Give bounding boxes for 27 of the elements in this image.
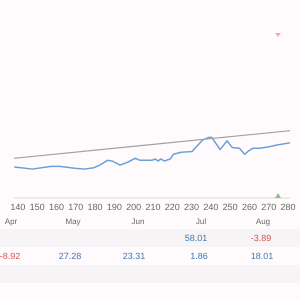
text: Jun	[132, 217, 144, 226]
text: Apr	[4, 217, 18, 226]
x-tick-label: 230	[184, 202, 200, 212]
text: 58.01	[184, 233, 208, 243]
x-tick-label: 210	[145, 202, 160, 212]
x-tick-label: 150	[30, 202, 45, 212]
x-tick-label: 240	[203, 202, 218, 212]
x-tick-label: 270	[261, 202, 276, 212]
text: 18.01	[250, 251, 274, 261]
x-tick-label: 280	[280, 202, 296, 212]
text: May	[65, 217, 81, 226]
text: 23.31	[122, 251, 146, 261]
text: 1.86	[190, 251, 208, 261]
x-tick-label: 160	[48, 202, 64, 212]
text: -3.89	[250, 233, 272, 243]
x-tick-label: 180	[88, 202, 103, 212]
x-tick-label: 140	[10, 202, 26, 212]
x-tick-label: 200	[126, 202, 142, 212]
x-tick-label: 170	[68, 202, 84, 212]
text: 27.28	[58, 251, 82, 261]
x-tick-label: 260	[242, 202, 257, 212]
text: -8.92	[0, 251, 20, 261]
text: Aug	[256, 217, 270, 226]
text: Jul	[196, 217, 206, 226]
x-tick-label: 190	[106, 202, 122, 212]
x-tick-label: 250	[222, 202, 238, 212]
x-tick-label: 220	[164, 202, 180, 212]
